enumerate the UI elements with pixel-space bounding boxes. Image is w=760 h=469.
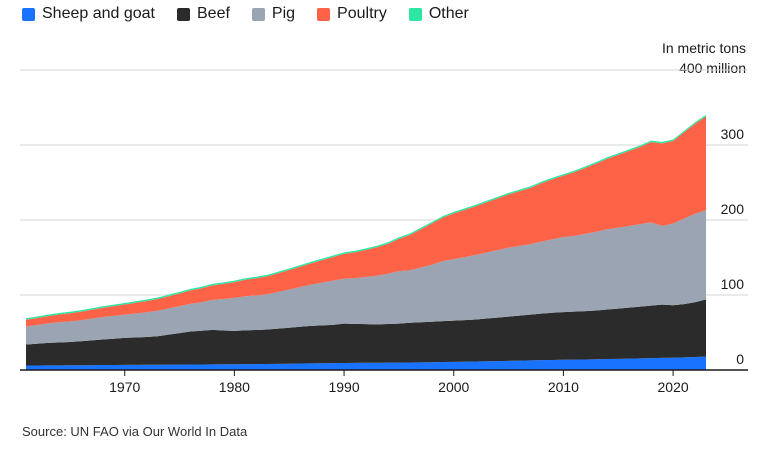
x-tick-label-2010: 2010 xyxy=(548,379,579,395)
legend-swatch-beef xyxy=(177,7,190,21)
legend-item-pig: Pig xyxy=(251,5,296,23)
legend-label-pig: Pig xyxy=(271,5,296,22)
legend-label-beef: Beef xyxy=(197,5,230,22)
legend-label-poultry: Poultry xyxy=(337,5,387,22)
y-tick-label-100: 100 xyxy=(721,276,745,292)
legend-swatch-poultry xyxy=(317,7,331,21)
y-tick-label-0: 0 xyxy=(736,351,744,367)
legend-swatch-sheep-goat xyxy=(22,7,35,21)
chart-legend: Sheep and goat Beef Pig Poultry Other xyxy=(22,5,469,23)
area-series-pig xyxy=(26,210,706,345)
unit-note-line2: 400 million xyxy=(679,60,746,76)
legend-swatch-pig xyxy=(251,7,265,21)
y-tick-label-300: 300 xyxy=(721,126,745,142)
x-tick-label-2000: 2000 xyxy=(438,379,469,395)
legend-label-other: Other xyxy=(428,5,469,22)
legend-item-other: Other xyxy=(408,5,469,23)
legend-item-beef: Beef xyxy=(177,5,230,23)
unit-note-line1: In metric tons xyxy=(661,40,746,56)
legend-item-sheep-goat: Sheep and goat xyxy=(22,5,155,23)
unit-note: In metric tons 400 million xyxy=(662,38,746,78)
area-layer xyxy=(26,115,706,370)
area-series-sheep-and-goat xyxy=(26,356,706,370)
legend-label-sheep-goat: Sheep and goat xyxy=(42,5,155,22)
y-tick-label-200: 200 xyxy=(721,201,745,217)
source-note: Source: UN FAO via Our World In Data xyxy=(22,424,248,439)
legend-swatch-other xyxy=(408,7,422,21)
x-tick-label-1970: 1970 xyxy=(109,379,140,395)
area-series-poultry xyxy=(26,116,706,327)
x-tick-label-1980: 1980 xyxy=(219,379,250,395)
area-series-beef xyxy=(26,299,706,366)
legend-item-poultry: Poultry xyxy=(317,5,387,23)
x-tick-label-2020: 2020 xyxy=(658,379,689,395)
axis-layer: 0 100 200 300 1970 1980 1990 2000 2010 2020 xyxy=(20,126,748,395)
x-tick-label-1990: 1990 xyxy=(328,379,359,395)
